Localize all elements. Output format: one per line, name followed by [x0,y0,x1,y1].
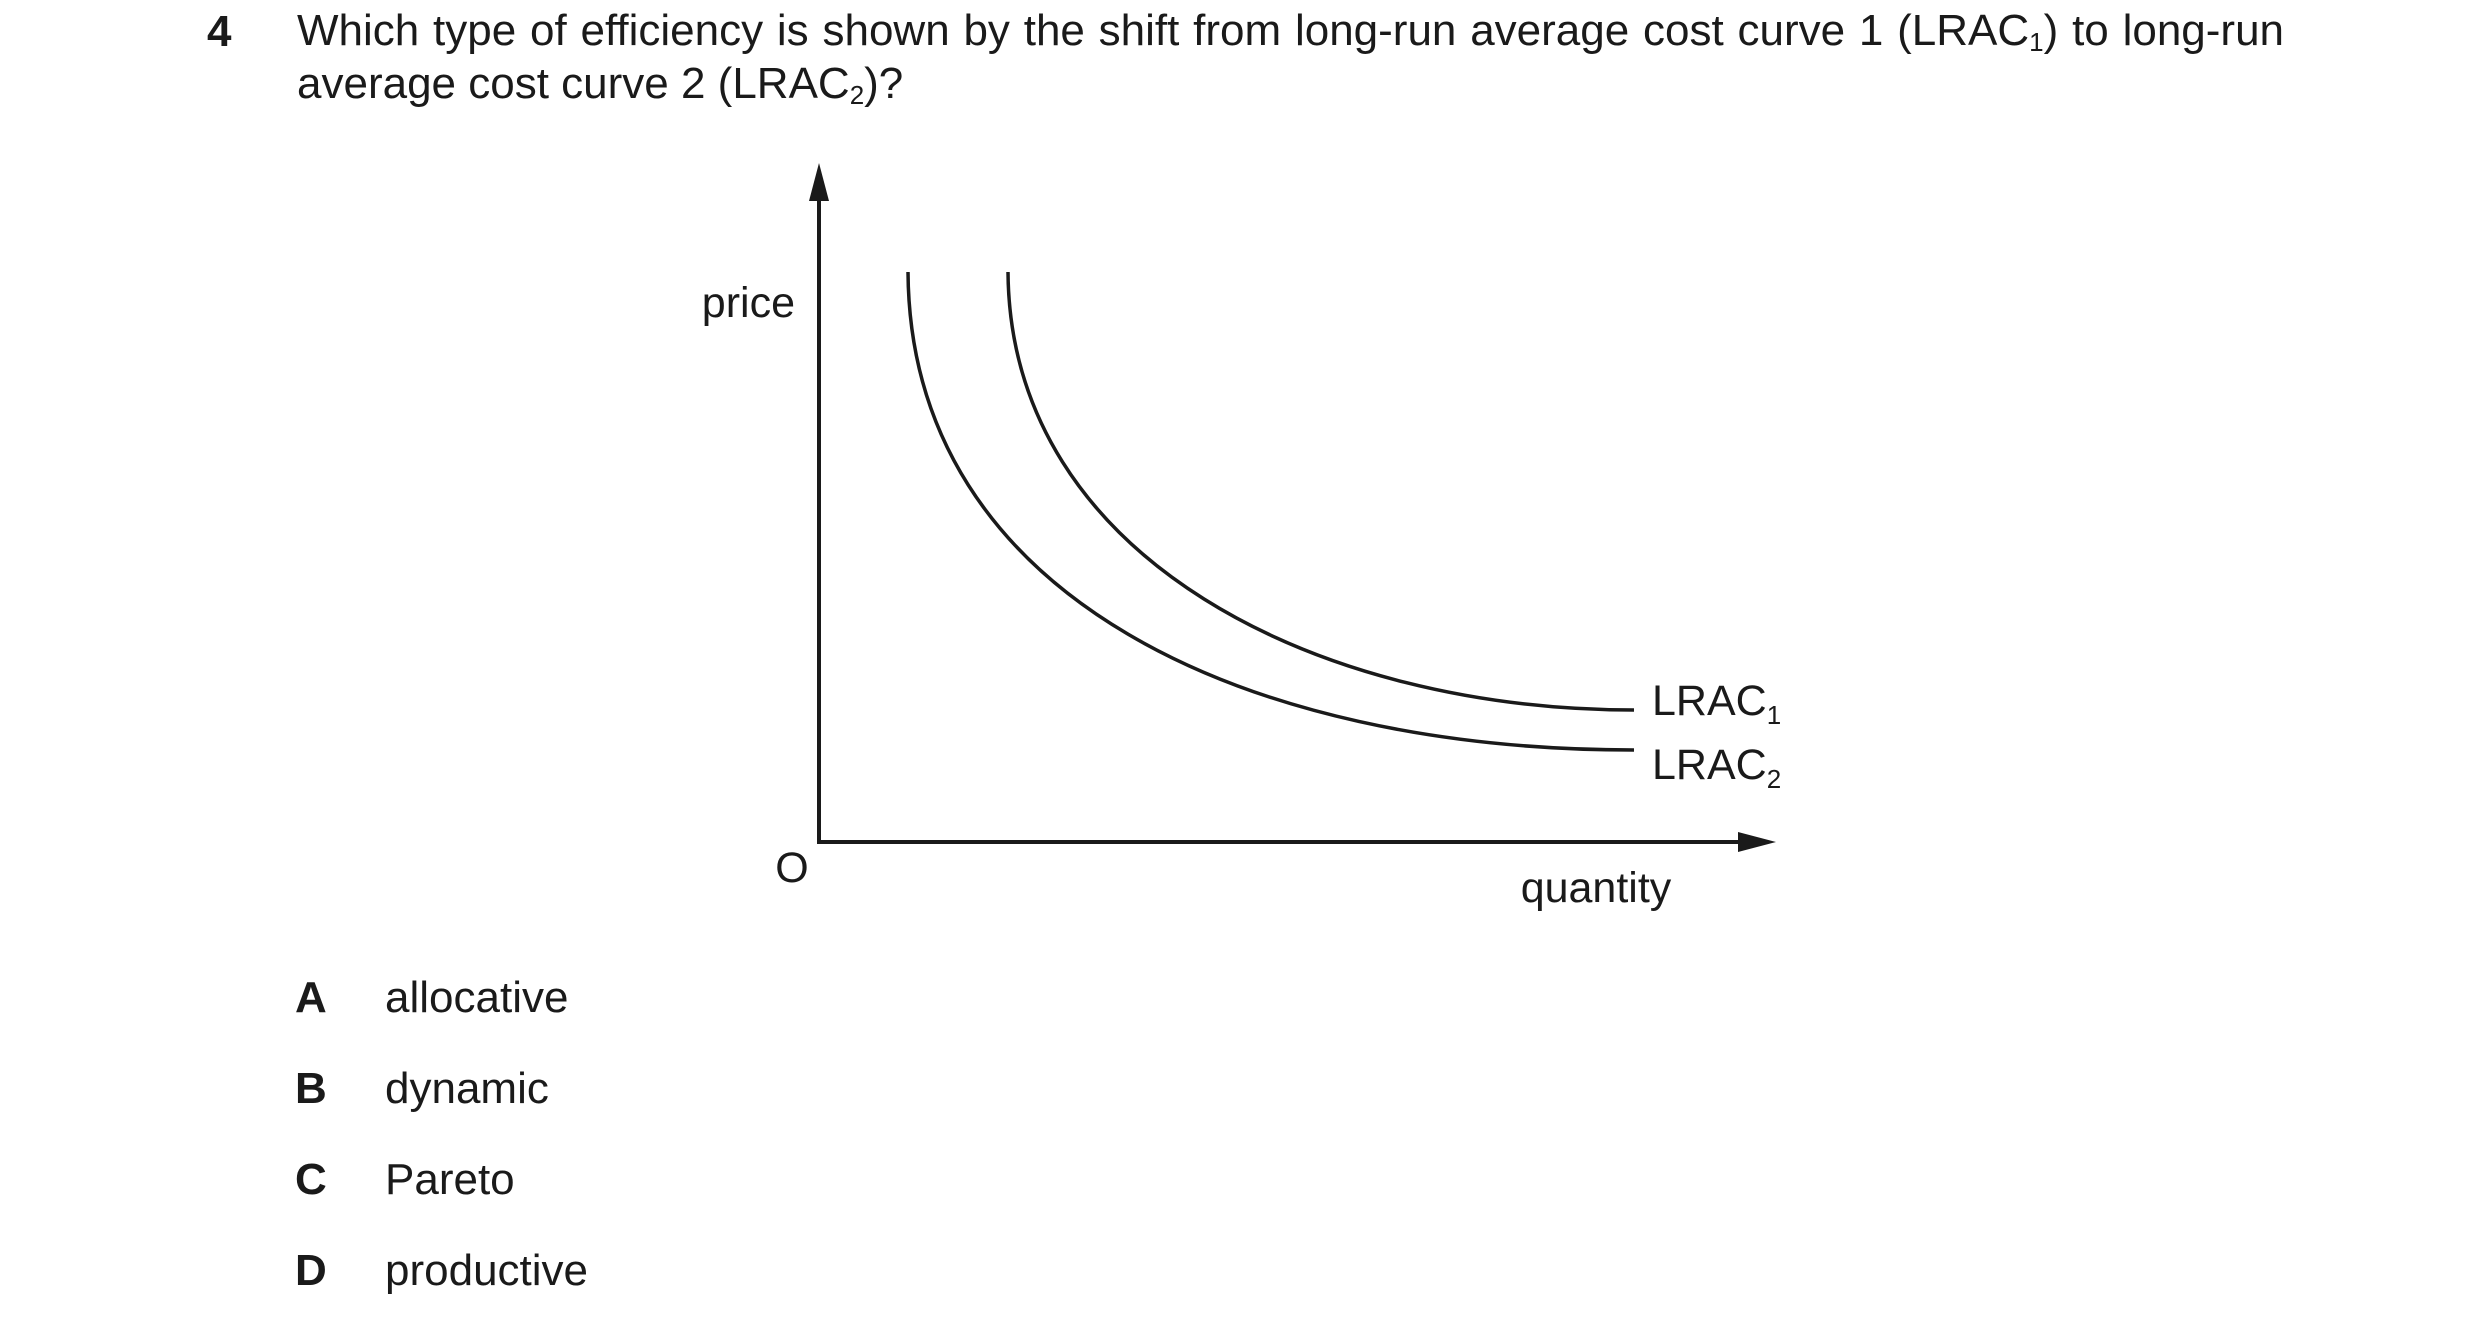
x-axis-label: quantity [1521,864,1672,912]
y-axis-label: price [702,279,795,327]
lrac1-label: LRAC1 [1652,677,1781,730]
option-a-letter: A [295,973,327,1022]
question-text-part-2: ) to long-run average cost curve 2 (LRAC [297,6,2285,108]
origin-label: O [775,844,808,892]
question-text-part-3: )? [864,59,904,108]
question-text: Which type of efficiency is shown by the… [297,4,2284,110]
question-text-part-1: Which type of efficiency is shown by the… [297,6,2030,55]
question-subscript-2: 2 [849,80,865,110]
option-d-text: productive [385,1246,589,1295]
x-axis-arrowhead [1738,832,1776,852]
lrac2-label: LRAC2 [1652,741,1781,794]
lrac1-label-subscript: 1 [1767,700,1781,730]
option-c-letter: C [295,1155,327,1204]
option-c-text: Pareto [385,1155,515,1204]
question-number: 4 [207,7,232,56]
option-b-letter: B [295,1064,327,1113]
lrac2-curve [906,271,1635,752]
question-subscript-1: 1 [2029,27,2044,57]
lrac1-label-text: LRAC [1652,677,1767,725]
y-axis-arrowhead [809,163,829,201]
lrac1-curve [1006,271,1635,712]
option-a-text: allocative [385,973,569,1022]
lrac2-label-text: LRAC [1652,741,1767,789]
option-d-letter: D [295,1246,327,1295]
lrac2-label-subscript: 2 [1767,764,1781,794]
option-b-text: dynamic [385,1064,549,1113]
